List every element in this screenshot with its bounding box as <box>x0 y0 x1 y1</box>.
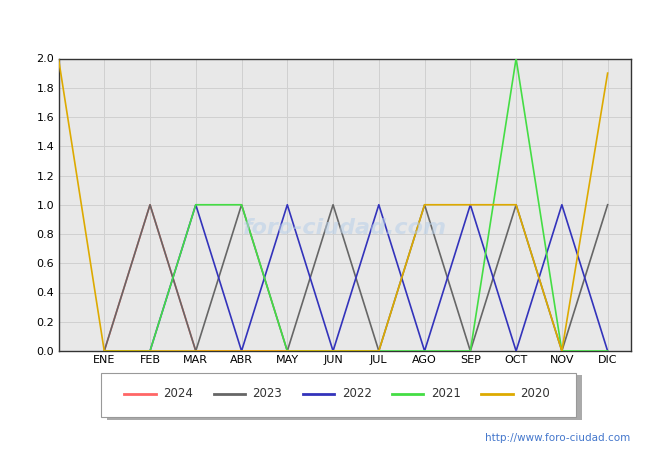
FancyBboxPatch shape <box>101 373 576 417</box>
Text: 2023: 2023 <box>252 387 282 400</box>
Text: http://www.foro-ciudad.com: http://www.foro-ciudad.com <box>486 433 630 443</box>
Text: 2020: 2020 <box>520 387 550 400</box>
Text: 2022: 2022 <box>342 387 372 400</box>
Text: foro-ciudad.com: foro-ciudad.com <box>242 218 447 238</box>
Text: 2024: 2024 <box>163 387 193 400</box>
FancyBboxPatch shape <box>107 375 582 420</box>
Text: Matriculaciones de Vehiculos en Revenga de Campos: Matriculaciones de Vehiculos en Revenga … <box>104 16 546 34</box>
Text: 2021: 2021 <box>431 387 461 400</box>
